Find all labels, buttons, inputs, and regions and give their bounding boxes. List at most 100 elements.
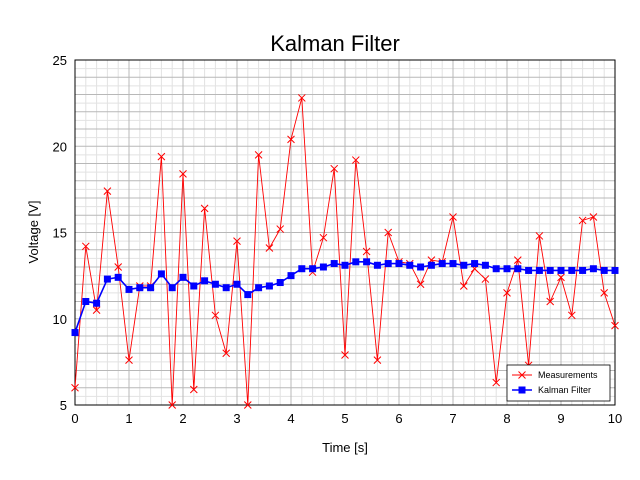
measurement-point	[189, 385, 198, 394]
legend-kalman-filter-marker	[512, 386, 532, 394]
measurement-point	[265, 244, 274, 252]
measurement-point	[168, 401, 177, 409]
measurement-point	[103, 187, 112, 195]
x-tick-label: 2	[179, 411, 186, 426]
measurement-point	[276, 225, 285, 233]
series-layer	[71, 94, 619, 409]
measurement-point	[546, 297, 555, 306]
kalman-filter-point	[449, 260, 457, 268]
plot-area-frame	[74, 59, 616, 406]
measurements-series	[71, 94, 619, 409]
measurement-point	[481, 275, 490, 283]
measurement-point	[567, 311, 576, 320]
kalman-filter-point	[168, 284, 176, 292]
measurement-point	[373, 356, 382, 365]
kalman-filter-point	[244, 291, 252, 299]
kalman-filter-point	[481, 261, 489, 269]
kalman-filter-point	[233, 280, 241, 288]
kalman-filter-point	[341, 261, 349, 269]
kalman-filter-point	[427, 261, 435, 269]
x-axis-label: Time [s]	[322, 440, 368, 455]
kalman-filter-point	[417, 263, 425, 271]
kalman-filter-point	[136, 284, 144, 292]
kalman-filter-point	[276, 279, 284, 287]
measurement-point	[330, 164, 339, 173]
kalman-filter-point	[546, 266, 554, 274]
legend-box	[506, 364, 611, 402]
kalman-filter-point	[157, 270, 165, 278]
x-tick-label: 4	[287, 411, 294, 426]
kalman-filter-point	[222, 284, 230, 292]
kalman-filter-point	[330, 260, 338, 268]
x-tick-label: 9	[557, 411, 564, 426]
x-tick-label: 10	[608, 411, 622, 426]
x-tick-label: 0	[71, 411, 78, 426]
legend: Measurements Kalman Filter	[506, 364, 611, 402]
measurement-point	[611, 321, 619, 330]
kalman-filter-point	[492, 265, 500, 273]
measurement-point	[578, 216, 587, 225]
measurement-point	[81, 242, 90, 251]
measurement-point	[535, 232, 544, 240]
measurement-point	[297, 94, 306, 102]
kalman-filter-point	[201, 277, 209, 285]
kalman-filter-series	[71, 258, 619, 337]
measurement-point	[200, 204, 209, 213]
x-tick-label: 5	[341, 411, 348, 426]
kalman-filter-point	[352, 258, 360, 266]
kalman-filter-point	[319, 263, 327, 271]
kalman-filter-point	[579, 266, 587, 274]
measurement-point	[157, 152, 166, 161]
measurement-point	[416, 280, 425, 289]
x-tick-label: 7	[449, 411, 456, 426]
measurement-point	[92, 306, 101, 314]
y-tick-label: 25	[53, 53, 67, 68]
kalman-filter-point	[438, 260, 446, 268]
kalman-filter-point	[600, 266, 608, 274]
kalman-filter-point	[309, 265, 317, 273]
kalman-filter-point	[384, 260, 392, 268]
kalman-filter-point	[190, 282, 198, 290]
measurement-point	[319, 233, 328, 242]
kalman-filter-point	[460, 261, 468, 269]
x-tick-label: 1	[125, 411, 132, 426]
kalman-filter-point	[503, 265, 511, 273]
y-axis-ticks: 5 10 15 20 25	[53, 53, 67, 413]
legend-measurements-x	[518, 371, 526, 379]
measurement-point	[351, 156, 360, 164]
kalman-filter-point	[82, 298, 90, 305]
kalman-filter-point	[71, 329, 79, 337]
kalman-filter-point	[373, 261, 381, 269]
chart-title: Kalman Filter	[270, 31, 400, 56]
measurement-point	[557, 273, 565, 282]
measurement-point	[211, 311, 220, 320]
kalman-filter-point	[406, 261, 414, 269]
kalman-filter-point	[525, 266, 533, 274]
y-tick-label: 20	[53, 139, 67, 154]
measurement-point	[287, 135, 295, 144]
kalman-filter-point	[287, 272, 295, 280]
x-tick-label: 3	[233, 411, 240, 426]
measurement-point	[589, 213, 598, 221]
kalman-filter-point	[125, 285, 133, 293]
y-axis-label: Voltage [V]	[26, 201, 41, 264]
kalman-filter-point	[147, 284, 155, 292]
y-tick-label: 15	[53, 226, 67, 241]
legend-kalman-filter-square	[518, 386, 526, 394]
measurement-point	[384, 228, 393, 237]
measurement-point	[362, 247, 371, 256]
kalman-filter-point	[103, 275, 111, 283]
kalman-filter-point	[514, 265, 522, 273]
measurement-point	[233, 237, 241, 245]
measurement-point	[600, 289, 609, 297]
y-tick-label: 5	[60, 398, 67, 413]
kalman-filter-point	[535, 266, 543, 274]
kalman-filter-point	[471, 260, 479, 268]
measurement-point	[449, 213, 457, 221]
kalman-filter-point	[298, 265, 306, 273]
y-tick-label: 10	[53, 312, 67, 327]
measurement-point	[243, 401, 252, 409]
kalman-filter-point	[265, 282, 273, 290]
measurement-point	[222, 349, 231, 358]
